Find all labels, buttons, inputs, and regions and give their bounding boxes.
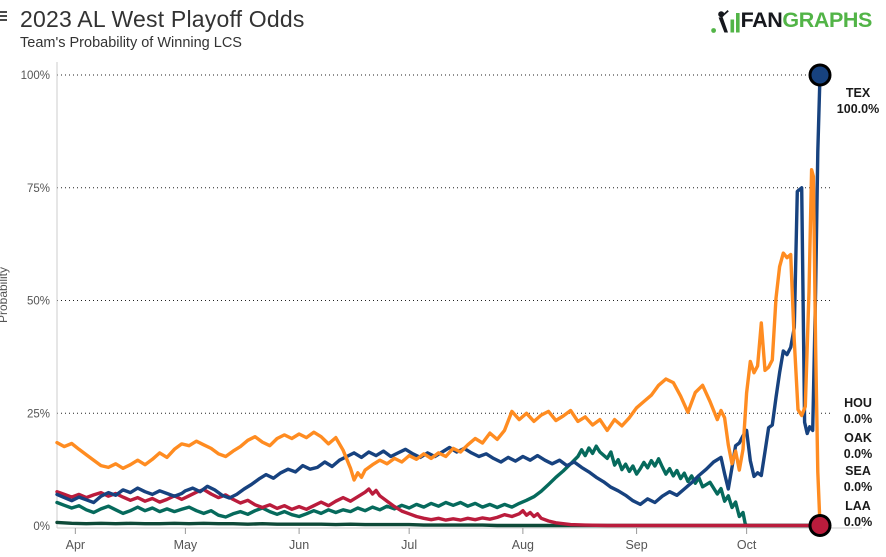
series-end-label-name-SEA: SEA [845, 464, 871, 478]
series-end-label-SEA: SEA 0.0% [844, 464, 873, 494]
series-line-SEA[interactable] [55, 444, 822, 528]
series-end-label-value-OAK: 0.0% [844, 447, 873, 461]
x-axis-label-Aug: Aug [512, 538, 534, 552]
x-axis-label-Apr: Apr [66, 538, 85, 552]
fangraphs-logo[interactable]: FANGRAPHS [710, 8, 873, 34]
series-end-label-name-TEX: TEX [846, 86, 871, 100]
y-axis-title: Probability [0, 267, 10, 323]
series-line-LAA[interactable] [55, 487, 822, 528]
series-end-label-value-LAA: 0.0% [844, 515, 873, 529]
series-end-label-HOU: HOU 0.0% [844, 396, 873, 426]
x-axis-label-Jul: Jul [401, 538, 417, 552]
y-axis-label-50%: 50% [27, 296, 50, 308]
series-end-label-OAK: OAK 0.0% [844, 431, 873, 461]
series-end-label-name-HOU: HOU [844, 396, 872, 410]
y-axis-label-25%: 25% [27, 408, 50, 420]
series-line-HOU[interactable] [55, 167, 822, 527]
series-end-label-LAA: LAA 0.0% [844, 499, 873, 529]
logo-wordmark: FANGRAPHS [740, 8, 873, 33]
x-axis-label-Oct: Oct [737, 538, 757, 552]
y-axis-label-75%: 75% [27, 183, 50, 195]
hamburger-bar [0, 11, 7, 13]
series-line-OAK[interactable] [55, 520, 822, 528]
series-end-label-value-TEX: 100.0% [837, 102, 879, 116]
x-axis-label-Jun: Jun [289, 538, 309, 552]
x-axis-label-Sep: Sep [625, 538, 647, 552]
end-marker-TEX[interactable] [808, 63, 832, 87]
series-end-label-TEX: TEX 100.0% [837, 86, 879, 116]
chart-subtitle: Team's Probability of Winning LCS [20, 35, 242, 51]
series-line-TEX[interactable] [55, 73, 822, 507]
x-axis-label-May: May [174, 538, 198, 552]
logo-text-fan: FAN [740, 8, 783, 33]
logo-text-graphs: GRAPHS [782, 8, 872, 33]
series-end-label-name-LAA: LAA [845, 499, 871, 513]
fangraphs-batter-bars-icon [710, 10, 740, 33]
series-end-label-value-SEA: 0.0% [844, 480, 873, 494]
hamburger-bar [0, 19, 7, 21]
series-end-label-name-OAK: OAK [844, 431, 872, 445]
series-end-label-value-HOU: 0.0% [844, 412, 873, 426]
y-axis-label-0%: 0% [33, 521, 50, 533]
chart-title: 2023 AL West Playoff Odds [20, 6, 305, 32]
y-axis-label-100%: 100% [21, 70, 50, 82]
end-marker-LAA[interactable] [808, 514, 832, 538]
hamburger-menu-icon[interactable] [0, 11, 7, 23]
hamburger-bar [0, 15, 7, 17]
